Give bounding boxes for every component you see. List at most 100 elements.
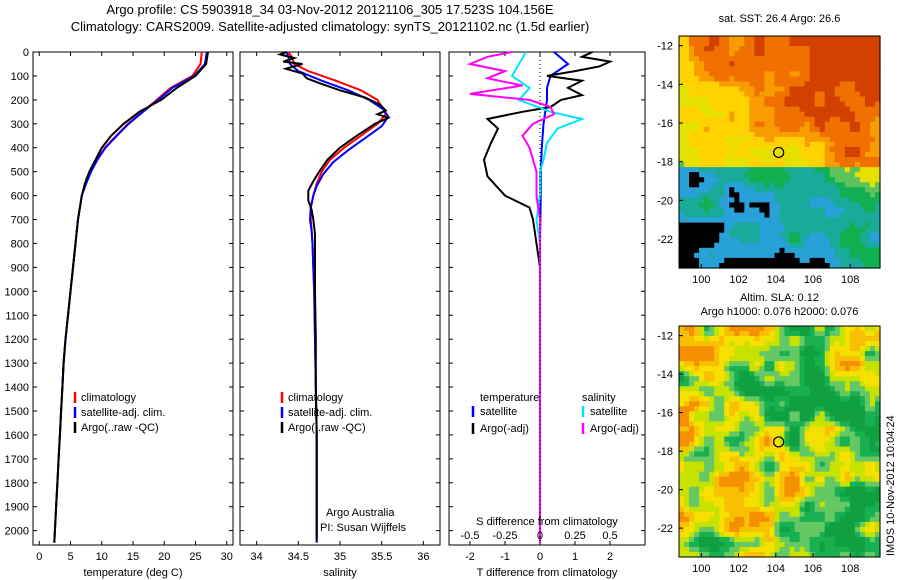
map-cell xyxy=(709,162,715,168)
map-cell xyxy=(814,521,821,528)
map-cell xyxy=(854,496,861,503)
map-cell xyxy=(819,481,826,488)
map-cell xyxy=(864,461,871,468)
map-cell xyxy=(839,516,846,523)
map-cell xyxy=(804,86,811,93)
map-cell xyxy=(739,491,745,498)
map-cell xyxy=(704,351,710,357)
map-cell xyxy=(854,516,861,523)
series-line-salinity-2 xyxy=(276,51,392,541)
map-cell xyxy=(844,257,851,264)
map-cell xyxy=(754,207,761,214)
map-cell xyxy=(754,237,761,244)
map-cell xyxy=(724,521,730,528)
map-cell xyxy=(764,192,771,198)
map-cell xyxy=(784,172,791,178)
map-cell xyxy=(749,426,755,433)
map-cell xyxy=(824,217,831,224)
map-cell xyxy=(779,406,786,412)
map-cell xyxy=(804,486,811,493)
map-cell xyxy=(729,101,735,108)
map-cell xyxy=(764,212,771,219)
map-cell xyxy=(874,197,881,204)
legend-entry: Argo(..raw -QC) xyxy=(81,422,159,434)
map-cell xyxy=(699,426,705,433)
map-cell xyxy=(764,56,771,62)
map-cell xyxy=(834,81,841,88)
map-cell xyxy=(829,391,836,397)
map-cell xyxy=(859,526,866,533)
map-cell xyxy=(849,411,856,417)
map-cell xyxy=(829,521,836,528)
map-cell xyxy=(734,101,740,108)
map-cell xyxy=(774,521,781,528)
map-cell xyxy=(824,51,831,57)
map-cell xyxy=(744,232,750,239)
map-cell xyxy=(809,192,816,198)
map-cell xyxy=(839,466,846,473)
map-cell xyxy=(784,257,791,264)
map-cell xyxy=(724,446,730,453)
map-ytick-label: -20 xyxy=(657,485,673,497)
map-cell xyxy=(854,66,861,72)
map-cell xyxy=(789,506,796,513)
map-cell xyxy=(714,501,720,508)
map-cell xyxy=(774,257,781,264)
map-cell xyxy=(769,546,776,553)
map-cell xyxy=(704,76,710,82)
map-cell xyxy=(854,71,861,77)
map-cell xyxy=(679,227,685,234)
map-cell xyxy=(774,496,781,503)
ytick-label: 1600 xyxy=(5,430,29,442)
map-cell xyxy=(874,157,881,163)
map-cell xyxy=(754,536,761,543)
map-cell xyxy=(869,111,876,118)
map-cell xyxy=(739,141,745,148)
map-cell xyxy=(784,526,791,533)
map-cell xyxy=(804,416,811,423)
map-cell xyxy=(804,336,811,342)
map-cell xyxy=(694,441,700,448)
map-cell xyxy=(689,222,695,229)
map-cell xyxy=(779,121,786,128)
map-cell xyxy=(859,162,866,168)
map-cell xyxy=(819,91,826,98)
map-cell xyxy=(759,141,766,148)
map-cell xyxy=(759,476,766,483)
map-cell xyxy=(839,461,846,468)
map-cell xyxy=(859,131,866,138)
map-cell xyxy=(694,207,700,214)
map-cell xyxy=(789,376,796,382)
map-cell xyxy=(709,71,715,77)
map-cell xyxy=(774,491,781,498)
map-cell xyxy=(874,436,881,443)
map-cell xyxy=(834,446,841,453)
map-cell xyxy=(844,356,851,362)
map-cell xyxy=(864,136,871,143)
map-cell xyxy=(794,421,801,428)
map-cell xyxy=(774,146,781,153)
map-cell xyxy=(854,202,861,209)
map-cell xyxy=(869,202,876,209)
map-cell xyxy=(794,416,801,423)
map-cell xyxy=(814,172,821,178)
map-cell xyxy=(699,157,705,163)
map-cell xyxy=(764,116,771,123)
map-cell xyxy=(834,376,841,382)
map-cell xyxy=(819,516,826,523)
map-cell xyxy=(764,496,771,503)
map-cell xyxy=(774,76,781,82)
map-cell xyxy=(764,146,771,153)
map-cell xyxy=(749,476,755,483)
map-cell xyxy=(779,167,786,173)
map-cell xyxy=(774,516,781,523)
map-cell xyxy=(854,461,861,468)
map-cell xyxy=(814,111,821,118)
map-cell xyxy=(759,111,766,118)
map-cell xyxy=(744,451,750,458)
map-cell xyxy=(694,461,700,468)
map-cell xyxy=(834,391,841,397)
map-cell xyxy=(724,222,730,229)
map-cell xyxy=(769,551,776,558)
ytick-label: 100 xyxy=(11,71,29,83)
